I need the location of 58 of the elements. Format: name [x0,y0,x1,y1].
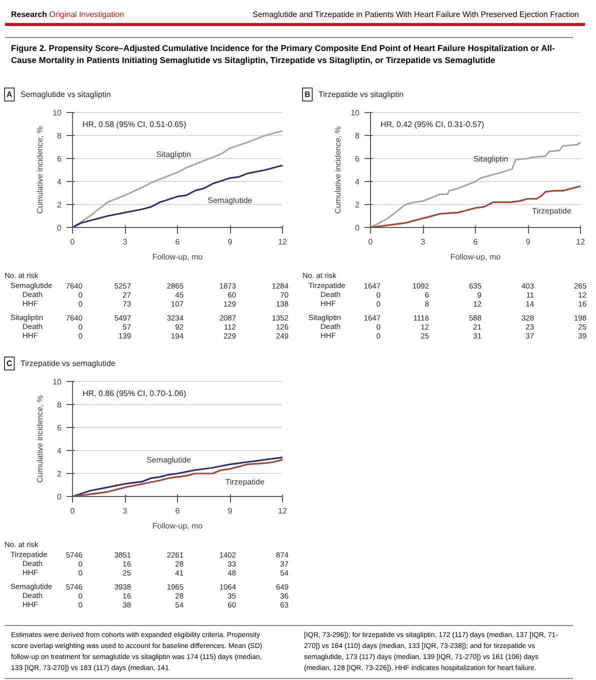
caption: Figure 2. Propensity Score–Adjusted Cumulative Incidence for the Primary Composite End Point of Heart Failure Hospitalization or All-Cause Mortality in Patients Initiating Semaglutide vs Sitagliptin, Tirzepatide vs Sitagliptin, or Tirzepatide vs Semaglutide [5,37,573,70]
x-axis-title: Follow-up, mo [450,252,502,262]
y-tick-label: 10 [52,108,62,118]
x-tick-label: 9 [228,238,233,246]
text: Original Investigation [49,10,124,19]
series-label: Semaglutide [208,196,253,205]
x-tick-label: 0 [368,238,374,246]
y-tick-label: 0 [57,224,62,232]
x-tick-label: 6 [473,238,478,246]
chart-title: Tirzepatide vs sitagliptin [318,90,404,99]
series-label: Tirzepatide [532,206,572,216]
x-tick-label: 12 [278,506,288,516]
y-tick-label: 8 [355,132,360,140]
y-tick-label: 6 [57,154,62,164]
x-tick-label: 6 [175,506,180,516]
x-tick-label: 12 [278,238,288,246]
y-tick-label: 2 [57,470,62,478]
y-tick-label: 6 [57,424,62,432]
annotation: HR, 0.42 (95% CI, 0.31-0.57) [380,120,484,129]
y-axis-title: Cumulative incidence, % [334,126,343,214]
y-tick-label: 0 [355,224,360,232]
text: C [6,359,12,368]
y-tick-label: 0 [57,492,62,502]
chart-title: Tirzepatide vs semaglutide [20,359,116,368]
x-tick-label: 12 [576,238,586,246]
series-label: Sitagliptin [156,150,191,159]
x-tick-label: 3 [122,506,128,516]
y-tick-label: 2 [57,200,62,210]
chart-title: Semaglutide vs sitagliptin [20,90,111,99]
x-tick-label: 3 [122,238,128,246]
y-tick-label: 8 [57,132,62,140]
x-tick-label: 3 [420,238,426,246]
text: B [304,90,310,99]
x-tick-label: 9 [526,238,531,246]
annotation: HR, 0.58 (95% CI, 0.51-0.65) [82,120,186,129]
x-axis-title: Follow-up, mo [152,522,204,530]
text: A [6,90,12,99]
y-axis-title: Cumulative incidence, % [36,395,45,483]
x-axis-title: Follow-up, mo [152,252,204,262]
y-tick-label: 4 [57,446,62,456]
y-tick-label: 8 [57,400,62,410]
y-tick-label: 6 [355,154,360,164]
x-tick-label: 0 [70,506,76,516]
y-tick-label: 4 [57,178,62,186]
y-axis-title: Cumulative incidence, % [36,126,45,214]
y-tick-label: 10 [52,378,62,386]
text: Research [11,10,48,19]
y-tick-label: 2 [355,200,360,210]
series-label: Semaglutide [146,456,192,465]
y-tick-label: 4 [355,178,360,186]
x-tick-label: 9 [228,506,233,516]
series-label: Tirzepatide [225,478,266,487]
text: Semaglutide and Tirzepatide in Patients With Heart Failure With Preserved Ejection Fraction [252,9,579,20]
series-label: Sitagliptin [474,154,508,164]
y-tick-label: 10 [350,108,360,118]
annotation: HR, 0.86 (95% CI, 0.70-1.06) [82,389,186,398]
x-tick-label: 6 [175,238,180,246]
x-tick-label: 0 [70,238,76,246]
